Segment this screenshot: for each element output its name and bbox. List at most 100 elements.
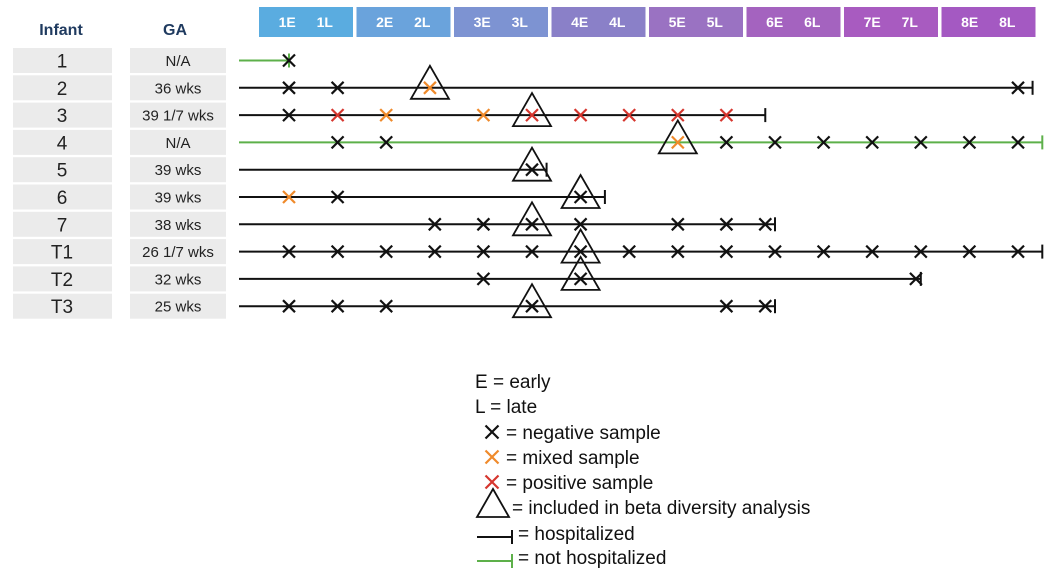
negative-sample-marker [622, 244, 636, 259]
month-header-bg [649, 7, 743, 37]
positive-sample-marker [330, 108, 345, 122]
ga-cell [130, 129, 226, 155]
negative-sample-marker [865, 244, 879, 259]
ga-value: 39 1/7 wks [142, 108, 214, 125]
month-header-bg [454, 7, 548, 37]
month-header-bg [551, 7, 646, 37]
legend: E = early L = late = negative sample = mixe… [475, 372, 810, 569]
negative-sample-marker [719, 217, 734, 232]
negative-sample-marker [573, 272, 588, 286]
infant-row: 4 N/A [13, 118, 1044, 155]
month-late-label: 3L [512, 14, 529, 30]
infant-id-cell [13, 239, 112, 265]
negative-sample-marker [282, 299, 296, 313]
ga-cell [130, 293, 226, 319]
ga-value: 38 wks [155, 217, 202, 234]
negative-sample-marker [1011, 81, 1025, 95]
negative-sample-marker [914, 244, 928, 259]
negative-sample-marker [914, 135, 928, 150]
month-header-6: 6E 6L [746, 7, 841, 37]
month-late-label: 1L [317, 14, 334, 30]
legend-negative-text: = negative sample [506, 423, 661, 444]
month-header-7: 7E 7L [844, 7, 938, 37]
negative-sample-marker [573, 244, 588, 259]
infant-id-cell [13, 75, 112, 101]
negative-sample-marker [671, 217, 685, 232]
infant-row: 3 39 1/7 wks [13, 91, 767, 128]
ga-cell [130, 48, 226, 73]
infant-id-cell [13, 184, 112, 210]
negative-sample-marker [909, 272, 923, 286]
legend-not-hospitalized-text: = not hospitalized [518, 548, 666, 569]
negative-sample-marker [573, 190, 588, 204]
beta-diversity-triangle [560, 173, 602, 209]
beta-diversity-triangle [511, 91, 553, 127]
beta-diversity-triangle [511, 145, 553, 182]
negative-sample-marker [758, 217, 773, 232]
negative-sample-marker [1011, 244, 1025, 259]
month-header-3: 3E 3L [454, 7, 548, 37]
month-late-label: 8L [999, 14, 1016, 30]
infant-rows: 1 N/A 2 36 wks 3 39 1/7 wks 4 N/A 5 39 wks 6 39 wks… [13, 48, 1044, 319]
infant-id: 1 [57, 52, 68, 73]
month-early-label: 1E [279, 14, 296, 30]
infant-id: 3 [57, 106, 68, 127]
negative-sample-marker [476, 244, 491, 259]
beta-diversity-triangle [511, 282, 553, 319]
infant-id: 2 [57, 79, 68, 100]
infant-id-cell [13, 211, 112, 237]
legend-hospitalized-text: = hospitalized [518, 524, 635, 545]
negative-sample-marker [282, 53, 296, 68]
month-late-label: 6L [804, 14, 821, 30]
negative-sample-marker [719, 135, 734, 150]
negative-sample-marker [330, 135, 345, 150]
negative-sample-marker [379, 299, 393, 313]
infant-id-cell [13, 293, 112, 319]
negative-sample-marker [379, 135, 393, 150]
infant-id: 4 [57, 133, 68, 154]
legend-positive-marker [484, 474, 500, 490]
infant-id: 6 [57, 188, 68, 209]
infant-id: T2 [51, 270, 73, 291]
positive-sample-marker [573, 108, 588, 122]
month-header-bg [941, 7, 1036, 37]
legend-beta-text: = included in beta diversity analysis [512, 498, 810, 519]
ga-value: 39 wks [155, 162, 202, 179]
infant-id-cell [13, 266, 112, 292]
infant-row: T1 26 1/7 wks [13, 227, 1044, 265]
ga-value: N/A [165, 53, 190, 70]
infant-row: 5 39 wks [13, 145, 553, 183]
infant-id-cell [13, 157, 112, 183]
month-header-bg [356, 7, 451, 37]
infant-id-cell [13, 48, 112, 73]
mixed-sample-marker [476, 108, 491, 122]
negative-sample-marker [525, 244, 539, 259]
infant-id: T3 [51, 297, 73, 318]
negative-sample-marker [330, 81, 345, 95]
negative-sample-marker [525, 162, 539, 177]
legend-mixed-marker [484, 449, 500, 465]
month-early-label: 8E [961, 14, 978, 30]
ga-cell [130, 102, 226, 128]
negative-sample-marker [758, 299, 773, 313]
month-early-label: 2E [376, 14, 393, 30]
beta-diversity-triangle [560, 227, 602, 264]
ga-value: 39 wks [155, 190, 202, 207]
negative-sample-marker [1011, 135, 1025, 150]
negative-sample-marker [768, 244, 782, 259]
ga-cell [130, 75, 226, 101]
negative-sample-marker [671, 244, 685, 259]
negative-sample-marker [379, 244, 393, 259]
month-early-label: 4E [571, 14, 588, 30]
legend-late-text: L = late [475, 397, 537, 418]
negative-sample-marker [282, 244, 296, 259]
infant-id: T1 [51, 243, 73, 264]
ga-cell [130, 157, 226, 183]
month-early-label: 7E [864, 14, 881, 30]
negative-sample-marker [816, 135, 831, 150]
infant-column-header: Infant [39, 22, 83, 39]
negative-sample-marker [768, 135, 782, 150]
legend-mixed-text: = mixed sample [506, 448, 640, 469]
month-late-label: 4L [609, 14, 626, 30]
